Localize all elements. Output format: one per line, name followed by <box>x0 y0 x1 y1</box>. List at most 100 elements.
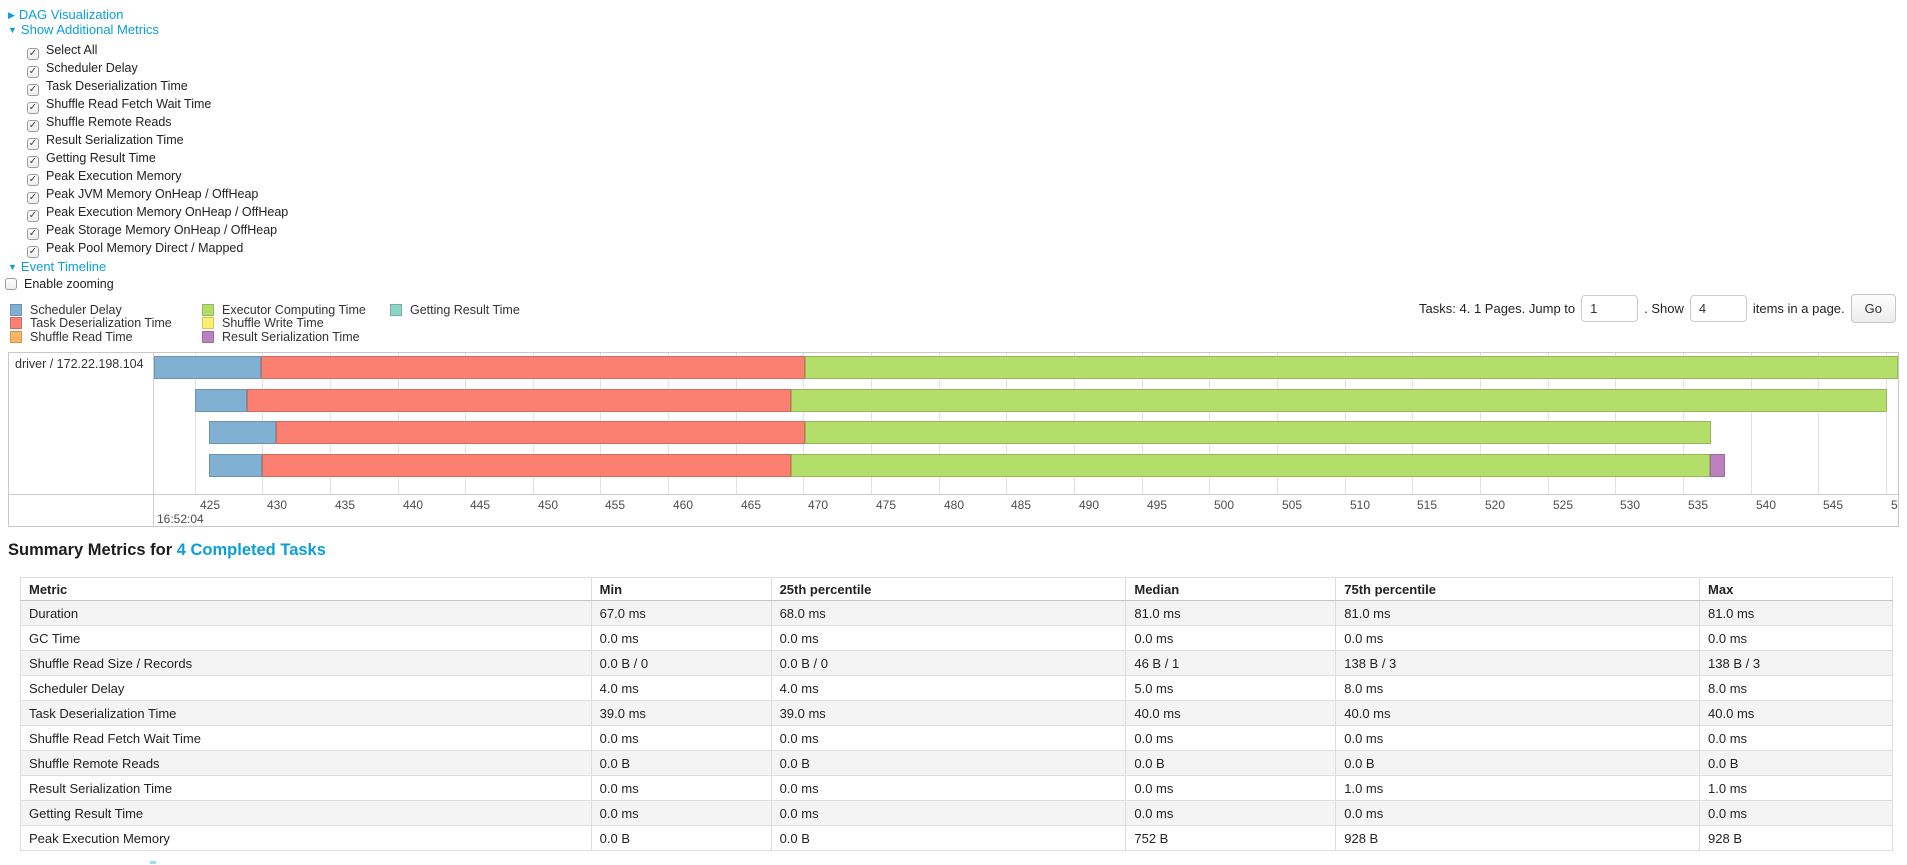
checkbox-label[interactable]: Result Serialization Time <box>46 133 184 147</box>
axis-tick-label: 495 <box>1147 498 1168 512</box>
jump-to-page-input[interactable] <box>1581 294 1639 322</box>
column-header[interactable]: Min <box>590 577 772 601</box>
checkbox-label[interactable]: Shuffle Remote Reads <box>46 115 172 129</box>
task-bar-segment[interactable] <box>154 356 261 379</box>
checkbox-label[interactable]: Peak Execution Memory OnHeap / OffHeap <box>46 205 289 219</box>
axis-tick-label: 460 <box>673 498 694 512</box>
axis-tick-label: 485 <box>1011 498 1032 512</box>
enable-zooming-checkbox[interactable] <box>5 278 17 290</box>
metric-value-cell: 752 B <box>1125 825 1337 851</box>
metric-value-cell: 0.0 ms <box>1125 775 1337 801</box>
legend-item: Result Serialization Time <box>202 330 366 344</box>
metric-value-cell: 0.0 ms <box>590 625 772 651</box>
column-header[interactable]: Median <box>1125 577 1337 601</box>
metric-value-cell: 0.0 B <box>1699 750 1893 776</box>
items-per-page-input[interactable] <box>1689 294 1747 322</box>
checkbox-label[interactable]: Peak Storage Memory OnHeap / OffHeap <box>46 223 278 237</box>
checkbox[interactable] <box>27 156 39 168</box>
checkbox-label[interactable]: Shuffle Read Fetch Wait Time <box>46 97 212 111</box>
column-header[interactable]: 25th percentile <box>770 577 1127 601</box>
enable-zooming-label: Enable zooming <box>24 277 114 291</box>
checkbox[interactable] <box>27 192 39 204</box>
result-serialization-swatch <box>202 330 214 343</box>
shuffle-read-swatch <box>10 330 22 343</box>
task-bar-segment[interactable] <box>791 388 1888 412</box>
metric-value-cell: 40.0 ms <box>1335 700 1701 726</box>
axis-tick-label: 465 <box>741 498 762 512</box>
metric-name-cell: Getting Result Time <box>20 800 592 826</box>
task-bar-segment[interactable] <box>804 356 1898 379</box>
checkbox-label[interactable]: Peak JVM Memory OnHeap / OffHeap <box>46 187 259 201</box>
checkbox-label[interactable]: Task Deserialization Time <box>46 79 188 93</box>
task-bar-segment[interactable] <box>275 421 805 445</box>
metric-value-cell: 40.0 ms <box>1125 700 1337 726</box>
checkbox-label[interactable]: Peak Pool Memory Direct / Mapped <box>46 241 244 255</box>
metric-value-cell: 0.0 ms <box>1335 725 1701 751</box>
checkbox[interactable] <box>27 210 39 222</box>
axis-tick-label: 500 <box>1214 498 1235 512</box>
legend-item: Task Deserialization Time <box>10 317 172 330</box>
enable-zooming-row: Enable zooming <box>5 276 288 292</box>
checkbox[interactable] <box>27 84 39 96</box>
go-button[interactable]: Go <box>1850 293 1896 323</box>
checkbox-label[interactable]: Select All <box>46 43 98 57</box>
task-bar-segment[interactable] <box>247 388 792 412</box>
task-bar-segment[interactable] <box>1709 453 1725 477</box>
metric-value-cell: 928 B <box>1699 825 1893 851</box>
axis-gridline <box>1818 353 1819 494</box>
checkbox[interactable] <box>27 138 39 150</box>
dag-visualization-toggle[interactable]: ▶ DAG Visualization <box>8 7 288 22</box>
task-bar-segment[interactable] <box>209 421 276 445</box>
legend-label: Scheduler Delay <box>30 303 122 317</box>
checkbox[interactable] <box>27 48 39 60</box>
metric-value-cell: 0.0 ms <box>770 725 1127 751</box>
axis-tick-label: 425 <box>200 498 221 512</box>
pagination-suffix-text: items in a page. <box>1752 300 1845 316</box>
metrics-checkbox-item: Peak Execution Memory OnHeap / OffHeap <box>27 203 289 222</box>
summary-title-text: Summary Metrics for <box>8 541 173 559</box>
show-additional-metrics-toggle[interactable]: ▼ Show Additional Metrics <box>8 22 288 37</box>
checkbox[interactable] <box>27 228 39 240</box>
checkbox[interactable] <box>27 246 39 258</box>
column-header[interactable]: Metric <box>20 577 592 601</box>
task-bar-segment[interactable] <box>209 453 263 477</box>
task-bar-segment[interactable] <box>262 453 792 477</box>
event-timeline-chart: driver / 172.22.198.104 425 430 435 440 445 4… <box>8 352 1899 527</box>
executor-label-column: driver / 172.22.198.104 <box>9 353 154 526</box>
dag-visualization-label: DAG Visualization <box>18 7 124 22</box>
checkbox-label[interactable]: Getting Result Time <box>46 151 156 165</box>
metric-value-cell: 5.0 ms <box>1125 675 1337 701</box>
task-bar-segment[interactable] <box>804 421 1712 445</box>
checkbox-label[interactable]: Peak Execution Memory <box>46 169 182 183</box>
task-bar-segment[interactable] <box>194 388 248 412</box>
task-bar-segment[interactable] <box>791 453 1710 477</box>
legend-item: Shuffle Write Time <box>202 317 366 330</box>
column-header[interactable]: Max <box>1699 577 1893 601</box>
metric-value-cell: 0.0 ms <box>1335 625 1701 651</box>
timeline-plot: 425 430 435 440 445 450 455 460 465 470 475 480 485 4… <box>154 353 1898 526</box>
show-additional-metrics-label: Show Additional Metrics <box>20 22 159 37</box>
metric-value-cell: 1.0 ms <box>1335 775 1701 801</box>
checkbox[interactable] <box>27 120 39 132</box>
axis-tick-label: 515 <box>1417 498 1438 512</box>
metric-name-cell: Shuffle Read Size / Records <box>20 650 592 676</box>
metric-name-cell: Shuffle Read Fetch Wait Time <box>20 725 592 751</box>
metric-value-cell: 0.0 B <box>590 825 772 851</box>
legend-label: Shuffle Write Time <box>222 316 324 331</box>
completed-tasks-link[interactable]: 4 Completed Tasks <box>176 541 326 559</box>
column-header[interactable]: 75th percentile <box>1335 577 1701 601</box>
axis-tick-label: 480 <box>944 498 965 512</box>
checkbox[interactable] <box>27 174 39 186</box>
metrics-checkbox-item: Select All <box>27 41 288 60</box>
metric-value-cell: 39.0 ms <box>590 700 772 726</box>
metrics-checkbox-item: Shuffle Remote Reads <box>27 113 288 132</box>
executor-computing-swatch <box>202 304 214 316</box>
expanded-arrow-icon: ▼ <box>8 25 17 35</box>
checkbox-label[interactable]: Scheduler Delay <box>46 61 138 75</box>
metric-value-cell: 8.0 ms <box>1699 675 1893 701</box>
task-bar-segment[interactable] <box>260 356 805 379</box>
header-row: Metric Min 25th percentile Median 75th perce… <box>20 577 1893 601</box>
event-timeline-toggle[interactable]: ▼ Event Timeline <box>8 259 288 274</box>
checkbox[interactable] <box>27 102 39 114</box>
checkbox[interactable] <box>27 66 39 78</box>
